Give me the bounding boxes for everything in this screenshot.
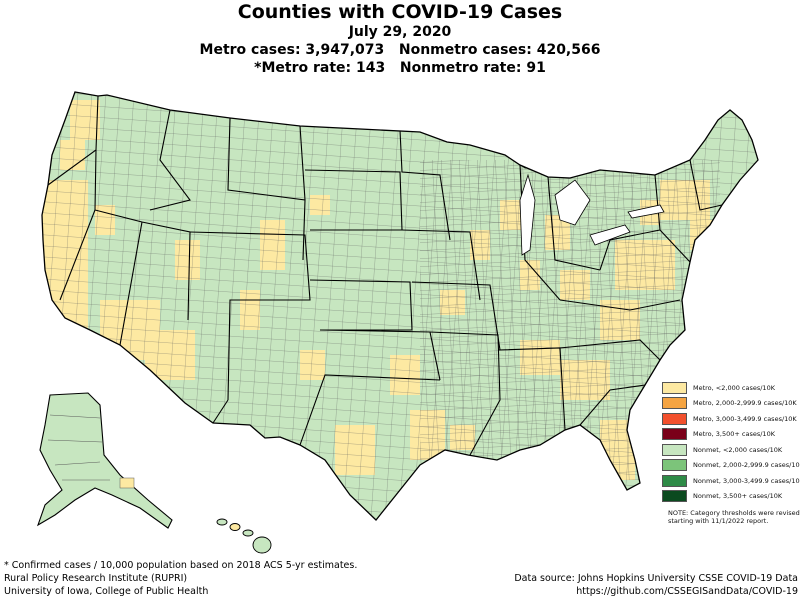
cases-summary: Metro cases: 3,947,073 Nonmetro cases: 4…	[199, 42, 601, 58]
legend-label: Metro, 2,000-2,999.9 cases/10K	[693, 399, 797, 408]
alaska	[36, 392, 173, 529]
legend-item: Metro, <2,000 cases/10K	[662, 380, 800, 396]
legend-item: Metro, 3,000-3,499.9 cases/10K	[662, 411, 800, 427]
legend-item: Nonmet, 2,000-2,999.9 cases/10K	[662, 458, 800, 474]
state-boundaries	[47, 95, 723, 456]
legend-label: Nonmet, <2,000 cases/10K	[693, 445, 783, 454]
map-title: Counties with COVID-19 Cases	[237, 1, 563, 23]
rate-summary: *Metro rate: 143 Nonmetro rate: 91	[254, 60, 546, 76]
university: University of Iowa, College of Public He…	[4, 586, 209, 597]
legend-swatch	[662, 381, 687, 394]
hawaii	[216, 518, 272, 554]
legend-swatch	[662, 474, 687, 487]
data-source: Data source: Johns Hopkins University CS…	[514, 573, 798, 584]
legend-label: Metro, 3,500+ cases/10K	[693, 430, 775, 439]
legend: Metro, <2,000 cases/10K Metro, 2,000-2,9…	[662, 380, 800, 525]
legend-item: Nonmet, 3,000-3,499.9 cases/10K	[662, 473, 800, 489]
legend-note: NOTE: Category thresholds were revised s…	[668, 509, 800, 525]
legend-swatch	[662, 490, 687, 503]
legend-label: Nonmet, 2,000-2,999.9 cases/10K	[693, 461, 800, 470]
legend-swatch	[662, 397, 687, 410]
legend-item: Nonmet, <2,000 cases/10K	[662, 442, 800, 458]
legend-label: Metro, 3,000-3,499.9 cases/10K	[693, 414, 797, 423]
legend-swatch	[662, 459, 687, 472]
legend-item: Metro, 3,500+ cases/10K	[662, 427, 800, 443]
legend-label: Nonmet, 3,500+ cases/10K	[693, 492, 783, 501]
footer-left: * Confirmed cases / 10,000 population ba…	[4, 559, 357, 598]
legend-swatch	[662, 443, 687, 456]
legend-swatch	[662, 412, 687, 425]
organization: Rural Policy Research Institute (RUPRI)	[4, 573, 188, 584]
source-url[interactable]: https://github.com/CSSEGISandData/COVID-…	[576, 586, 798, 597]
legend-label: Metro, <2,000 cases/10K	[693, 383, 775, 392]
footer-right: Data source: Johns Hopkins University CS…	[514, 572, 798, 598]
legend-item: Nonmet, 3,500+ cases/10K	[662, 489, 800, 505]
legend-label: Nonmet, 3,000-3,499.9 cases/10K	[693, 476, 800, 485]
legend-item: Metro, 2,000-2,999.9 cases/10K	[662, 396, 800, 412]
header: Counties with COVID-19 Cases July 29, 20…	[0, 0, 800, 77]
footnote: * Confirmed cases / 10,000 population ba…	[4, 560, 358, 571]
report-date: July 29, 2020	[348, 24, 452, 40]
legend-swatch	[662, 428, 687, 441]
